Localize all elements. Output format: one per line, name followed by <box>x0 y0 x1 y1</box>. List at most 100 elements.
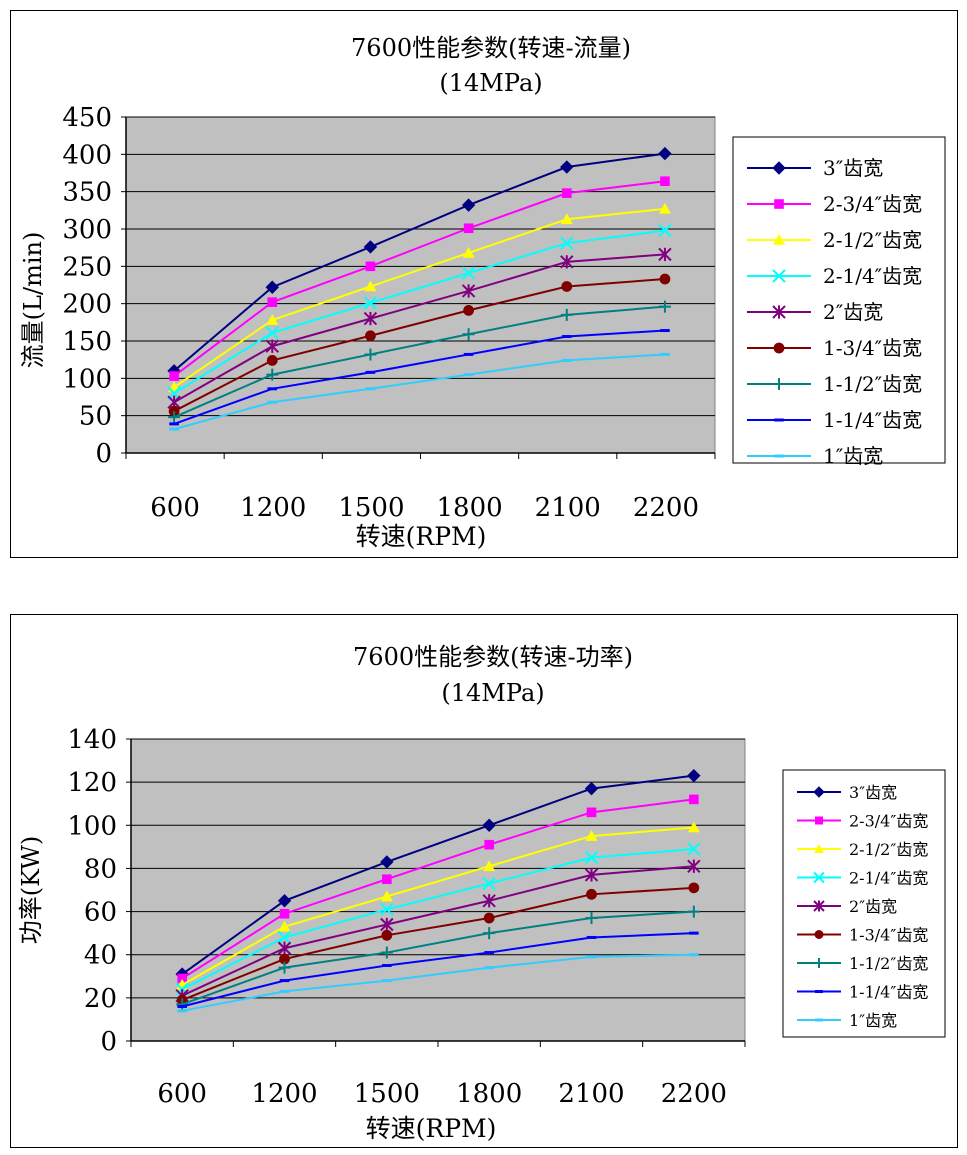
x-tick-label: 1200 <box>251 1079 317 1109</box>
legend-marker <box>773 234 785 245</box>
legend-label: 2″齿宽 <box>849 897 897 916</box>
data-point <box>687 768 701 783</box>
y-tick-label: 400 <box>62 140 112 170</box>
data-point <box>279 953 290 965</box>
data-point <box>658 202 671 214</box>
y-tick-label: 200 <box>62 290 112 320</box>
y-tick-label: 0 <box>95 439 112 469</box>
data-point <box>365 387 376 391</box>
data-point <box>586 888 597 900</box>
data-point <box>462 246 475 258</box>
y-tick-label: 250 <box>62 252 112 282</box>
data-point <box>561 358 572 362</box>
series-line <box>181 953 694 1012</box>
data-point <box>560 236 574 250</box>
legend-marker <box>772 305 786 319</box>
data-point <box>380 946 393 959</box>
x-tick-label: 2200 <box>661 1079 727 1109</box>
legend-marker <box>774 199 784 209</box>
data-point <box>177 1009 187 1013</box>
legend-marker <box>815 816 823 825</box>
data-point <box>560 308 573 321</box>
data-point <box>462 328 475 341</box>
chart-subtitle: (14MPa) <box>439 69 542 97</box>
data-point <box>266 314 279 325</box>
data-point <box>365 261 376 272</box>
legend-box <box>732 136 946 464</box>
series-line <box>181 886 694 1001</box>
data-point <box>365 330 376 342</box>
flow-chart: 7600性能参数(转速-流量) (14MPa) 0 50 100 150 200 250 3… <box>19 34 946 551</box>
y-tick-label: 120 <box>67 768 117 798</box>
data-point <box>660 176 670 187</box>
y-tick-label: 300 <box>62 215 112 245</box>
y-tick-label: 450 <box>62 103 112 133</box>
data-point <box>363 296 378 310</box>
y-tick-label: 50 <box>79 402 112 432</box>
data-point <box>584 868 599 882</box>
x-tick-label: 1500 <box>354 1079 420 1109</box>
data-point <box>658 146 672 161</box>
data-point <box>658 223 672 238</box>
data-point <box>687 821 700 833</box>
data-point <box>561 335 572 339</box>
data-point <box>380 902 394 917</box>
data-point <box>658 247 672 262</box>
data-point <box>382 874 392 885</box>
chart-title: 7600性能参数(转速-流量) <box>351 34 631 62</box>
legend-label: 2-1/4″齿宽 <box>849 868 928 887</box>
power-chart-panel: 7600性能参数(转速-功率) (14MPa) 0 20 40 60 80 100 120 1… <box>10 614 958 1148</box>
data-point <box>266 368 279 381</box>
legend-label: 1-1/2″齿宽 <box>823 372 922 396</box>
x-tick-label: 600 <box>150 493 200 523</box>
data-point <box>586 807 597 818</box>
legend-marker <box>774 454 784 458</box>
data-point <box>687 842 701 856</box>
data-point <box>484 951 494 955</box>
x-tick-label: 1500 <box>338 493 404 523</box>
legend-marker <box>814 844 824 853</box>
data-point <box>482 818 496 832</box>
legend-marker <box>772 161 786 175</box>
data-point <box>463 352 474 356</box>
x-axis: 600 1200 1500 1800 2100 2200 <box>130 1040 746 1109</box>
x-tick-label: 2100 <box>558 1079 624 1109</box>
data-point <box>560 255 574 269</box>
data-point <box>279 989 290 993</box>
series-line <box>181 798 694 980</box>
legend-label: 1-3/4″齿宽 <box>849 925 928 944</box>
series-line <box>173 253 666 404</box>
series-layer <box>167 146 672 431</box>
legend: 3″齿宽 2-3/4″齿宽 2-1/2″齿宽 2-1/4″齿宽 2″齿宽 1-3/4″齿宽… <box>747 156 922 468</box>
legend-marker <box>773 342 785 354</box>
data-point <box>363 240 378 254</box>
x-axis-label: 转速(RPM) <box>366 1114 497 1143</box>
data-point <box>267 387 278 391</box>
data-point <box>382 979 392 983</box>
legend-marker <box>772 269 786 283</box>
legend-label: 2-1/4″齿宽 <box>823 264 922 288</box>
legend-label: 2-3/4″齿宽 <box>823 192 922 216</box>
legend-label: 1-1/4″齿宽 <box>823 408 922 432</box>
data-point <box>483 912 495 924</box>
data-point <box>265 339 279 353</box>
legend-marker <box>815 990 823 993</box>
data-point <box>689 953 699 957</box>
data-point <box>176 998 189 1011</box>
data-point <box>482 894 496 908</box>
x-axis-label: 转速(RPM) <box>356 522 487 551</box>
series-line <box>173 353 665 431</box>
series-line <box>181 910 694 1006</box>
data-point <box>483 860 496 872</box>
y-tick-label: 0 <box>100 1027 117 1057</box>
data-point <box>278 961 291 974</box>
data-point <box>265 326 279 340</box>
data-point <box>658 300 671 313</box>
data-point <box>584 781 599 796</box>
x-tick-label: 1800 <box>436 493 502 523</box>
data-point <box>267 297 278 307</box>
legend-label: 2-1/2″齿宽 <box>849 840 928 859</box>
legend-marker <box>773 378 785 390</box>
legend-label: 1-3/4″齿宽 <box>823 336 922 360</box>
data-point <box>364 280 377 292</box>
